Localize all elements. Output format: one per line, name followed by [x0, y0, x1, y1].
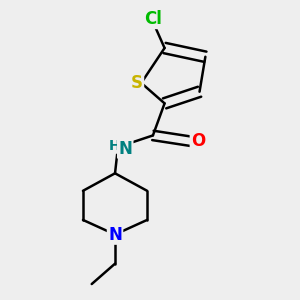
Text: Cl: Cl [144, 10, 162, 28]
Text: N: N [108, 226, 122, 244]
Text: N: N [118, 140, 132, 158]
Text: S: S [131, 74, 143, 92]
Text: H: H [109, 139, 121, 153]
Text: O: O [191, 132, 205, 150]
